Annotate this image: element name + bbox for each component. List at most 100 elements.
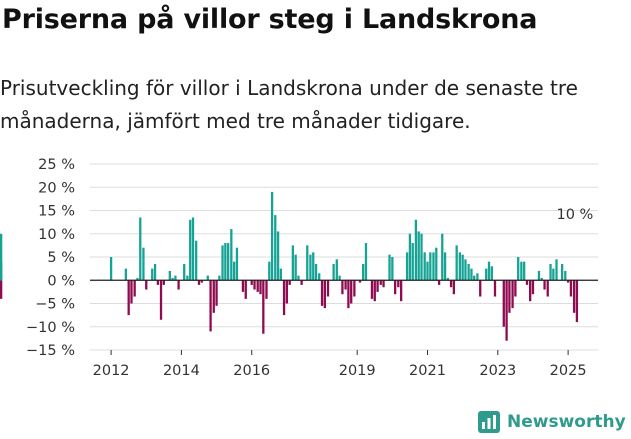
bar-positive xyxy=(408,233,412,281)
y-tick-label: 15 % xyxy=(38,204,75,220)
bar-negative xyxy=(382,280,385,288)
last-value-label: 10 % xyxy=(556,207,593,223)
brand-logo: Newsworthy xyxy=(477,408,626,436)
bar-negative xyxy=(197,280,201,285)
bar-negative xyxy=(514,280,517,297)
bar-positive xyxy=(441,233,444,281)
bar-negative xyxy=(133,280,136,297)
bar-positive xyxy=(335,259,338,281)
bar-positive xyxy=(338,275,341,281)
bar-positive xyxy=(458,252,461,281)
bar-positive xyxy=(139,217,142,281)
bar-negative xyxy=(449,280,453,288)
bar-negative xyxy=(212,280,215,313)
bar-positive xyxy=(561,263,564,281)
bar-positive xyxy=(426,261,429,281)
bar-positive xyxy=(230,229,233,281)
bar-positive xyxy=(455,245,458,281)
bar-negative xyxy=(373,280,376,302)
bar-positive xyxy=(435,247,438,281)
bar-negative xyxy=(323,280,326,309)
bar-negative xyxy=(250,280,253,285)
bar-negative xyxy=(285,280,289,304)
bar-negative xyxy=(320,280,324,306)
bar-negative xyxy=(376,280,379,292)
bar-negative xyxy=(525,280,529,285)
bar-negative xyxy=(452,280,456,295)
bar-positive xyxy=(235,247,239,281)
chart-bars xyxy=(0,191,579,341)
bar-negative xyxy=(511,280,514,309)
bar-negative xyxy=(394,280,397,295)
bar-negative xyxy=(531,280,535,295)
bar-positive xyxy=(0,233,3,281)
bar-positive xyxy=(432,252,435,281)
bar-positive xyxy=(429,252,432,281)
x-tick-label: 2016 xyxy=(233,363,270,379)
bar-positive xyxy=(109,257,113,281)
bar-negative xyxy=(282,280,286,316)
bar-negative xyxy=(341,280,344,295)
bar-positive xyxy=(417,231,420,281)
bar-negative xyxy=(399,280,403,302)
chart-annotation: 10 % xyxy=(556,207,593,223)
x-tick-label: 2025 xyxy=(550,363,587,379)
bar-negative xyxy=(262,280,265,334)
bar-negative xyxy=(256,280,259,292)
bar-negative xyxy=(575,280,579,323)
bar-negative xyxy=(566,280,570,283)
bar-negative xyxy=(145,280,148,290)
bar-positive xyxy=(218,275,221,281)
bar-positive xyxy=(270,191,274,281)
bar-negative xyxy=(353,280,356,297)
y-tick-label: 20 % xyxy=(38,180,75,196)
bar-positive xyxy=(487,261,491,281)
bar-positive xyxy=(306,245,309,281)
bar-positive xyxy=(314,263,318,281)
bar-positive xyxy=(233,261,236,281)
bar-positive xyxy=(227,243,230,281)
bar-positive xyxy=(555,259,558,281)
bar-negative xyxy=(162,280,165,285)
bar-positive xyxy=(423,252,426,281)
chart-title: Priserna på villor steg i Landskrona xyxy=(2,4,538,35)
bar-negative xyxy=(572,280,576,313)
chart-subtitle: Prisutveckling för villor i Landskrona u… xyxy=(0,76,578,133)
bar-negative xyxy=(502,280,505,327)
bar-negative xyxy=(379,280,382,285)
bar-negative xyxy=(159,280,163,320)
x-tick-label: 2012 xyxy=(93,363,130,379)
bar-positive xyxy=(294,254,297,281)
y-tick-label: −15 % xyxy=(26,343,75,359)
bar-positive xyxy=(183,263,186,281)
bar-positive xyxy=(174,275,177,281)
bar-positive xyxy=(332,263,335,281)
bar-positive xyxy=(142,247,145,281)
bar-negative xyxy=(288,280,291,285)
bar-negative xyxy=(569,280,573,297)
bar-positive xyxy=(224,243,227,281)
bar-positive xyxy=(168,270,171,281)
x-axis: 2012 2014 2016 2019 2021 2023 2025 xyxy=(93,350,587,379)
bar-negative xyxy=(300,280,303,285)
bar-positive xyxy=(279,268,283,281)
bar-positive xyxy=(124,268,128,281)
bar-positive xyxy=(467,263,470,281)
bar-negative xyxy=(259,280,262,295)
bar-negative xyxy=(358,280,362,283)
bar-positive xyxy=(388,254,391,281)
bar-negative xyxy=(350,280,353,304)
y-tick-label: −10 % xyxy=(26,320,75,336)
bar-negative xyxy=(347,280,350,309)
y-tick-label: 5 % xyxy=(47,250,75,266)
bar-negative xyxy=(543,280,546,290)
bar-positive xyxy=(405,252,409,281)
bar-negative xyxy=(493,280,497,297)
bar-negative xyxy=(529,280,532,302)
bar-negative xyxy=(200,280,203,283)
bar-positive xyxy=(318,273,321,281)
brand-name: Newsworthy xyxy=(507,412,626,432)
x-tick-label: 2019 xyxy=(339,363,376,379)
bar-positive xyxy=(446,277,450,281)
